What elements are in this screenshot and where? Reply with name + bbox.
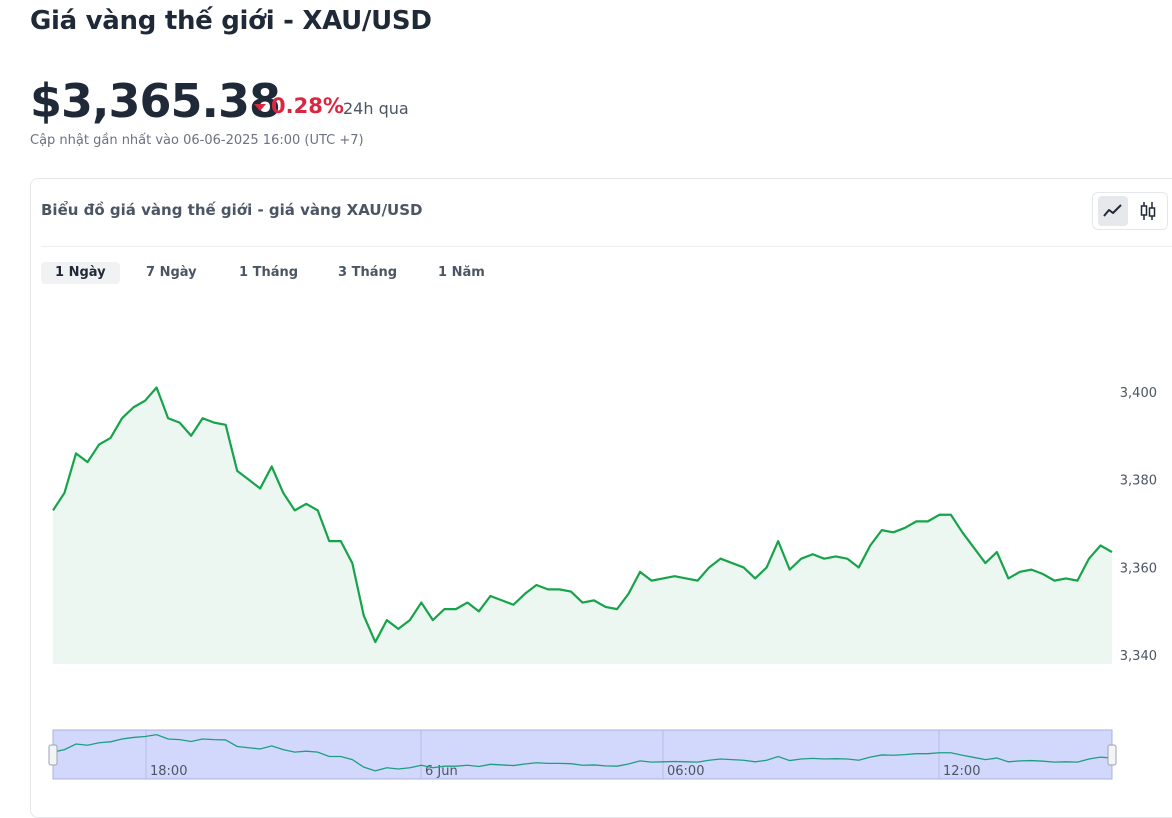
navigator-label: 18:00	[150, 764, 187, 779]
candle-icon	[1140, 202, 1156, 220]
y-tick-label: 3,380	[1120, 474, 1157, 489]
candlestick-button[interactable]	[1133, 196, 1163, 226]
navigator	[52, 729, 1113, 780]
y-tick-label: 3,400	[1120, 386, 1157, 401]
area	[53, 387, 1112, 664]
y-tick-label: 3,340	[1120, 649, 1157, 664]
price-line	[52, 386, 1113, 644]
line-icon	[1103, 204, 1122, 217]
body: 3,340 3,360 3,380 3,400 18:00 6 Jun 06:00 12:00…	[30, 6, 1172, 818]
page-title: Giá vàng thế giới - XAU/USD	[30, 6, 432, 36]
updated-time: Cập nhật gần nhất vào 06-06-2025 16:00 (…	[30, 133, 364, 148]
page: XAU/USD {"header": {"title": "Giá vàng t…	[30, 6, 1172, 818]
down-arrow	[254, 104, 266, 111]
separator	[41, 246, 1172, 247]
price: $3,365.38	[30, 74, 281, 128]
navigator-label: 12:00	[943, 764, 980, 779]
price-change: 0.28%	[271, 94, 344, 118]
range-tab[interactable]: 1 Tháng	[239, 265, 299, 280]
navigator-handle	[1107, 744, 1117, 766]
navigator-handle	[48, 744, 58, 766]
chart-type-toggle	[1092, 192, 1168, 230]
y-tick-label: 3,360	[1120, 561, 1157, 576]
range-tab[interactable]: 1 Ngày	[41, 262, 120, 284]
range-tab[interactable]: 1 Năm	[438, 265, 485, 280]
panel-title: Biểu đồ giá vàng thế giới - giá vàng XAU…	[41, 201, 423, 219]
navigator-label: 06:00	[667, 764, 704, 779]
line-chart-button[interactable]	[1098, 196, 1128, 226]
change-period: 24h qua	[343, 99, 409, 118]
navigator-line	[52, 733, 1113, 772]
range-tab[interactable]: 3 Tháng	[338, 265, 398, 280]
range-tab[interactable]: 7 Ngày	[146, 265, 197, 280]
